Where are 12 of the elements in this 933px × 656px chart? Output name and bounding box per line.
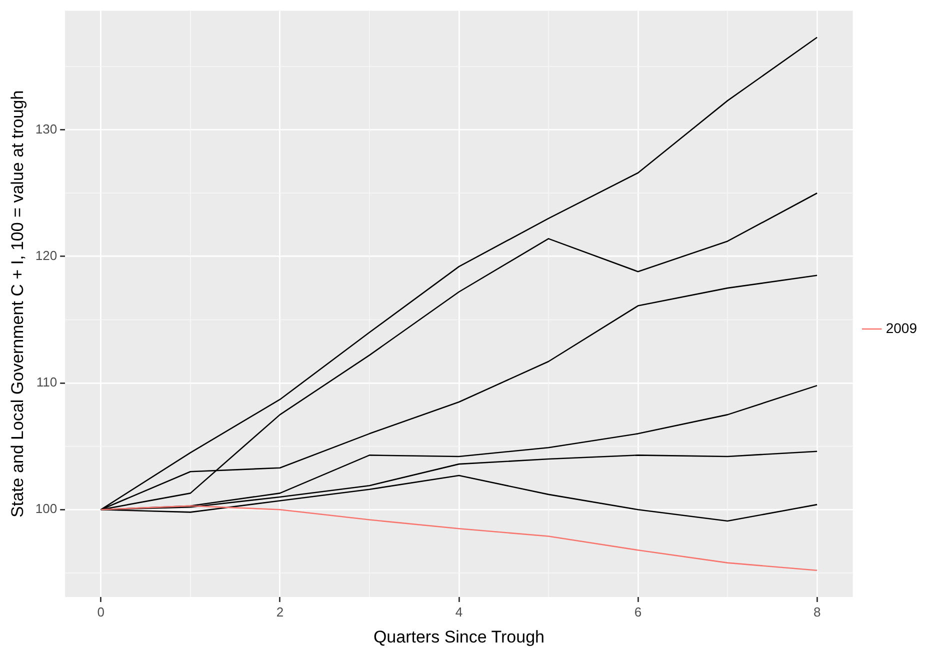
y-tick-label: 130 [35, 121, 58, 136]
x-tick-label: 0 [97, 604, 105, 620]
x-axis-title: Quarters Since Trough [373, 627, 544, 646]
x-tick-label: 2 [276, 604, 284, 620]
y-tick-label: 100 [35, 501, 58, 516]
x-tick-label: 6 [634, 604, 642, 620]
x-tick-label: 8 [813, 604, 821, 620]
legend-label: 2009 [886, 320, 918, 336]
y-tick-label: 110 [36, 374, 58, 390]
y-tick-label: 120 [35, 248, 58, 263]
y-axis-title: State and Local Government C + I, 100 = value at trough [8, 90, 27, 518]
x-tick-label: 4 [455, 604, 463, 620]
